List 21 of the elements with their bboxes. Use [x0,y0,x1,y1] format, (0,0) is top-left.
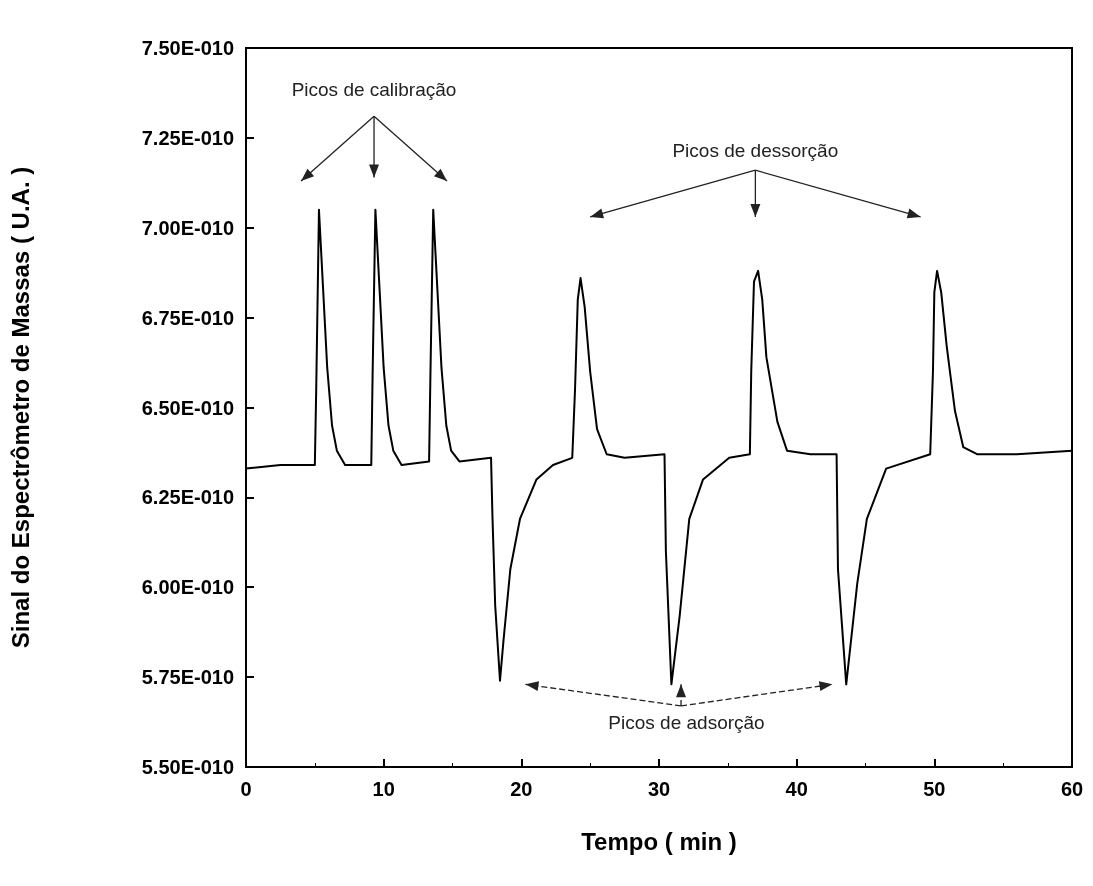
y-axis-title: Sinal do Espectrômetro de Massas ( U.A. ) [6,166,34,649]
x-tick-label: 0 [240,778,252,800]
x-tick-label: 50 [923,778,946,800]
x-tick-label: 20 [510,778,533,800]
x-tick-label: 10 [372,778,395,800]
annotation: Picos de dessorção [672,140,839,162]
y-tick-label: 6.75E-010 [141,306,234,329]
y-tick-label: 7.00E-010 [141,216,234,239]
annotation: Picos de calibração [291,79,457,101]
annotation: Picos de adsorção [608,711,765,733]
y-tick-label: 5.50E-010 [141,756,234,778]
x-tick-label: 60 [1060,778,1084,800]
y-tick-label: 7.50E-010 [141,37,234,59]
y-tick-label: 7.25E-010 [141,126,234,149]
x-tick-label: 40 [785,778,808,800]
x-axis-title: Tempo ( min ) [581,827,737,855]
y-tick-label: 6.00E-010 [141,576,234,599]
y-tick-label: 5.75E-010 [141,666,234,689]
y-tick-label: 6.50E-010 [141,396,234,419]
x-tick-label: 30 [647,778,671,800]
y-tick-label: 6.25E-010 [141,486,234,509]
